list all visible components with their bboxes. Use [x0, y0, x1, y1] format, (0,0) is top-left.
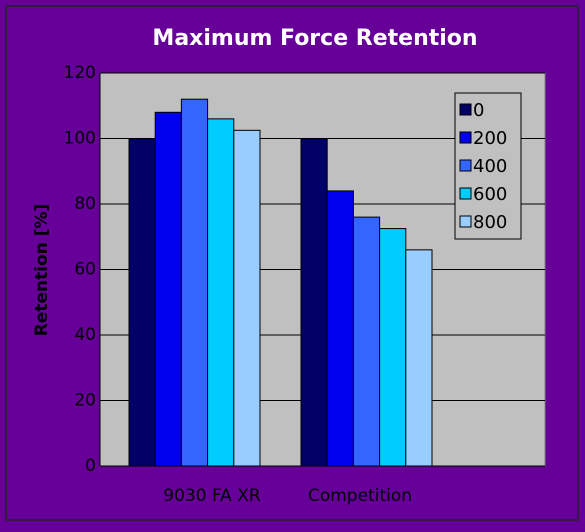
y-tick-label: 80: [74, 194, 96, 214]
y-tick-label: 20: [74, 391, 96, 411]
y-tick-label: 0: [85, 456, 96, 476]
legend-label: 600: [473, 184, 507, 205]
x-tick-label: Competition: [308, 486, 412, 506]
bar: [180, 98, 209, 467]
legend-label: 0: [473, 100, 484, 121]
legend-swatch: [459, 131, 472, 144]
bar: [233, 129, 261, 467]
x-tick-label: 9030 FA XR: [163, 486, 261, 506]
y-tick-label: 100: [64, 129, 96, 149]
legend-label: 200: [473, 128, 507, 149]
bar: [405, 249, 433, 467]
chart-frame: [5, 5, 579, 521]
y-tick-label: 60: [74, 260, 96, 280]
y-axis-label: Retention [%]: [32, 204, 52, 337]
bar: [128, 138, 156, 467]
y-tick-label: 40: [74, 325, 96, 345]
bar: [352, 216, 381, 467]
bar: [154, 111, 182, 467]
bar: [326, 190, 354, 467]
legend-swatch: [459, 159, 472, 172]
chart-title: Maximum Force Retention: [152, 26, 477, 51]
legend-swatch: [459, 215, 472, 228]
legend-label: 800: [473, 212, 507, 233]
bar: [300, 138, 328, 467]
legend-swatch: [459, 187, 472, 200]
legend-swatch: [459, 103, 472, 116]
legend-label: 400: [473, 156, 507, 177]
bar: [379, 228, 407, 467]
bar: [207, 118, 235, 467]
y-tick-label: 120: [64, 63, 96, 83]
